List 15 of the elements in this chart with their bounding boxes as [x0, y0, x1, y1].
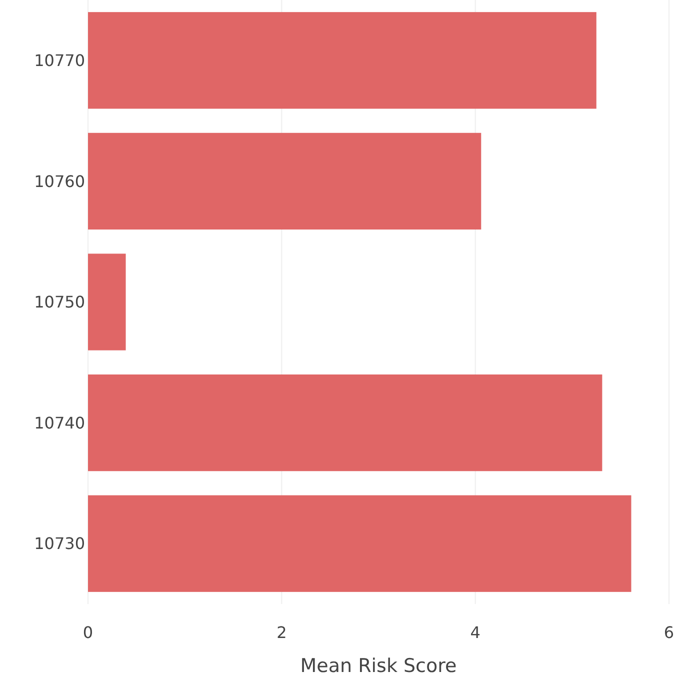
x-tick-label: 0 [82, 623, 94, 642]
x-tick-label: 4 [470, 623, 480, 642]
y-tick-label: 10760 [34, 172, 85, 191]
y-tick-label: 10740 [34, 413, 85, 432]
x-axis-title: Mean Risk Score [300, 655, 457, 677]
y-tick-label: 10730 [34, 534, 85, 554]
y-tick-label: 10770 [34, 51, 85, 70]
bar [88, 495, 632, 592]
y-tick-label: 10750 [34, 292, 85, 312]
bar [88, 254, 126, 350]
bar [88, 132, 482, 230]
bar [88, 12, 596, 109]
x-tick-label: 2 [276, 623, 287, 642]
bar [88, 374, 602, 472]
x-tick-label: 6 [664, 623, 674, 642]
